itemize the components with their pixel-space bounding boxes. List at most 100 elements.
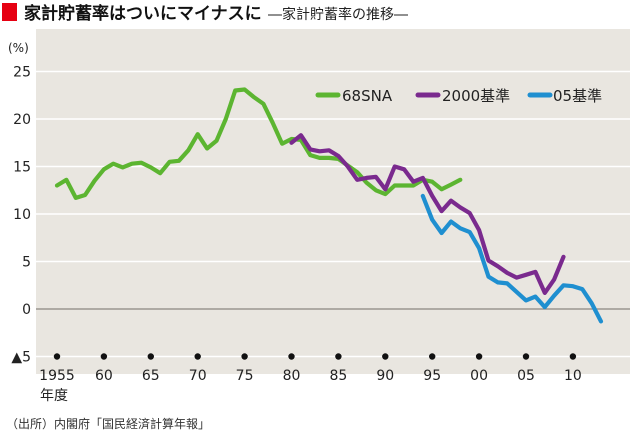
data-point-05 [440, 231, 443, 235]
data-point-68sna [159, 172, 162, 175]
gridlines [36, 70, 630, 358]
data-point-2000 [299, 134, 303, 137]
series-68sna [54, 87, 463, 200]
plot-area [36, 29, 630, 374]
x-axis-ticks: 1955 60 65 70 75 80 85 90 95 00 05 10 [39, 353, 582, 384]
data-point-68sna [187, 149, 190, 152]
data-point-68sna [83, 193, 87, 197]
data-point-2000 [290, 141, 293, 144]
x-tick-marker [194, 353, 201, 360]
x-tick-marker [241, 353, 248, 360]
data-point-2000 [402, 168, 406, 171]
x-tick-marker [569, 353, 577, 360]
data-point-05 [421, 194, 424, 198]
x-tick-label: 00 [470, 368, 488, 384]
x-tick-label: 70 [189, 368, 207, 384]
source-note: （出所）内閣府「国民経済計算年報」 [6, 416, 210, 431]
data-point-68sna [280, 142, 284, 145]
chart-subtitle: ―家計貯蓄率の推移― [268, 6, 408, 23]
x-tick-label: 1955 [39, 368, 75, 384]
data-point-05 [562, 284, 565, 287]
legend-label-05: 05基準 [553, 87, 602, 105]
x-tick-marker [147, 353, 154, 360]
data-point-05 [515, 290, 518, 294]
data-point-05 [590, 302, 593, 305]
data-point-68sna [252, 96, 256, 99]
x-tick-marker [429, 353, 436, 360]
data-point-68sna [177, 159, 181, 162]
x-tick-marker [288, 353, 295, 360]
y-tick-label: 25 [13, 65, 31, 81]
data-point-68sna [365, 181, 368, 184]
x-tick-label: 75 [236, 368, 254, 384]
data-point-2000 [337, 154, 340, 158]
data-point-68sna [196, 133, 199, 136]
x-tick-marker [100, 353, 108, 360]
data-point-68sna [327, 156, 331, 160]
data-point-2000 [496, 265, 500, 268]
data-point-68sna [130, 162, 134, 165]
data-point-68sna [262, 102, 265, 106]
series-05 [420, 193, 604, 324]
x-tick-label: 90 [376, 368, 394, 384]
data-point-68sna [309, 153, 312, 157]
series-lines [54, 87, 604, 324]
data-point-2000 [309, 148, 312, 151]
data-point-68sna [374, 189, 378, 192]
data-point-2000 [506, 271, 509, 275]
data-point-2000 [477, 228, 481, 232]
x-tick-label: 65 [142, 368, 160, 384]
data-point-68sna [431, 180, 434, 183]
data-point-05 [496, 281, 500, 284]
data-point-2000 [393, 165, 396, 168]
y-tick-label: 0 [22, 302, 31, 318]
data-point-2000 [421, 176, 424, 180]
y-tick-label: 20 [13, 112, 31, 128]
title-accent-bar [2, 3, 17, 21]
data-point-68sna [65, 178, 68, 181]
data-point-68sna [93, 179, 96, 182]
data-point-2000 [356, 178, 359, 181]
data-point-05 [506, 282, 509, 285]
data-point-2000 [384, 188, 387, 191]
y-tick-label: 10 [13, 207, 31, 223]
series-2000 [289, 133, 566, 295]
data-point-68sna [205, 147, 209, 150]
data-point-68sna [243, 88, 246, 91]
data-point-68sna [271, 121, 274, 125]
series-line-05 [420, 193, 604, 324]
data-point-68sna [102, 168, 106, 171]
data-point-2000 [346, 165, 349, 168]
data-point-68sna [121, 166, 124, 169]
data-point-2000 [431, 194, 434, 198]
data-point-2000 [440, 209, 443, 213]
data-point-68sna [393, 184, 396, 187]
data-point-05 [431, 218, 434, 221]
data-point-05 [487, 275, 490, 278]
data-point-2000 [534, 270, 537, 274]
data-point-2000 [552, 278, 556, 281]
x-tick-marker [475, 353, 483, 360]
data-point-05 [524, 299, 528, 302]
y-tick-label: 5 [22, 255, 31, 271]
data-point-05 [477, 247, 481, 250]
data-point-2000 [412, 180, 415, 183]
data-point-2000 [543, 291, 546, 295]
data-point-2000 [459, 206, 462, 209]
y-axis-ticks: 25 20 15 10 5 0 ▲5 [11, 65, 31, 366]
data-point-05 [468, 230, 471, 234]
x-tick-label: 10 [564, 368, 582, 384]
data-point-2000 [562, 255, 565, 258]
data-point-68sna [459, 178, 462, 181]
data-point-2000 [327, 149, 331, 152]
data-point-68sna [215, 139, 218, 142]
data-point-2000 [449, 199, 453, 202]
series-line-68sna [54, 87, 463, 200]
x-tick-label: 95 [423, 368, 441, 384]
data-point-68sna [318, 156, 321, 160]
data-point-05 [534, 295, 537, 298]
x-tick-marker [53, 353, 61, 360]
x-tick-marker [335, 353, 342, 360]
data-point-2000 [468, 211, 471, 215]
